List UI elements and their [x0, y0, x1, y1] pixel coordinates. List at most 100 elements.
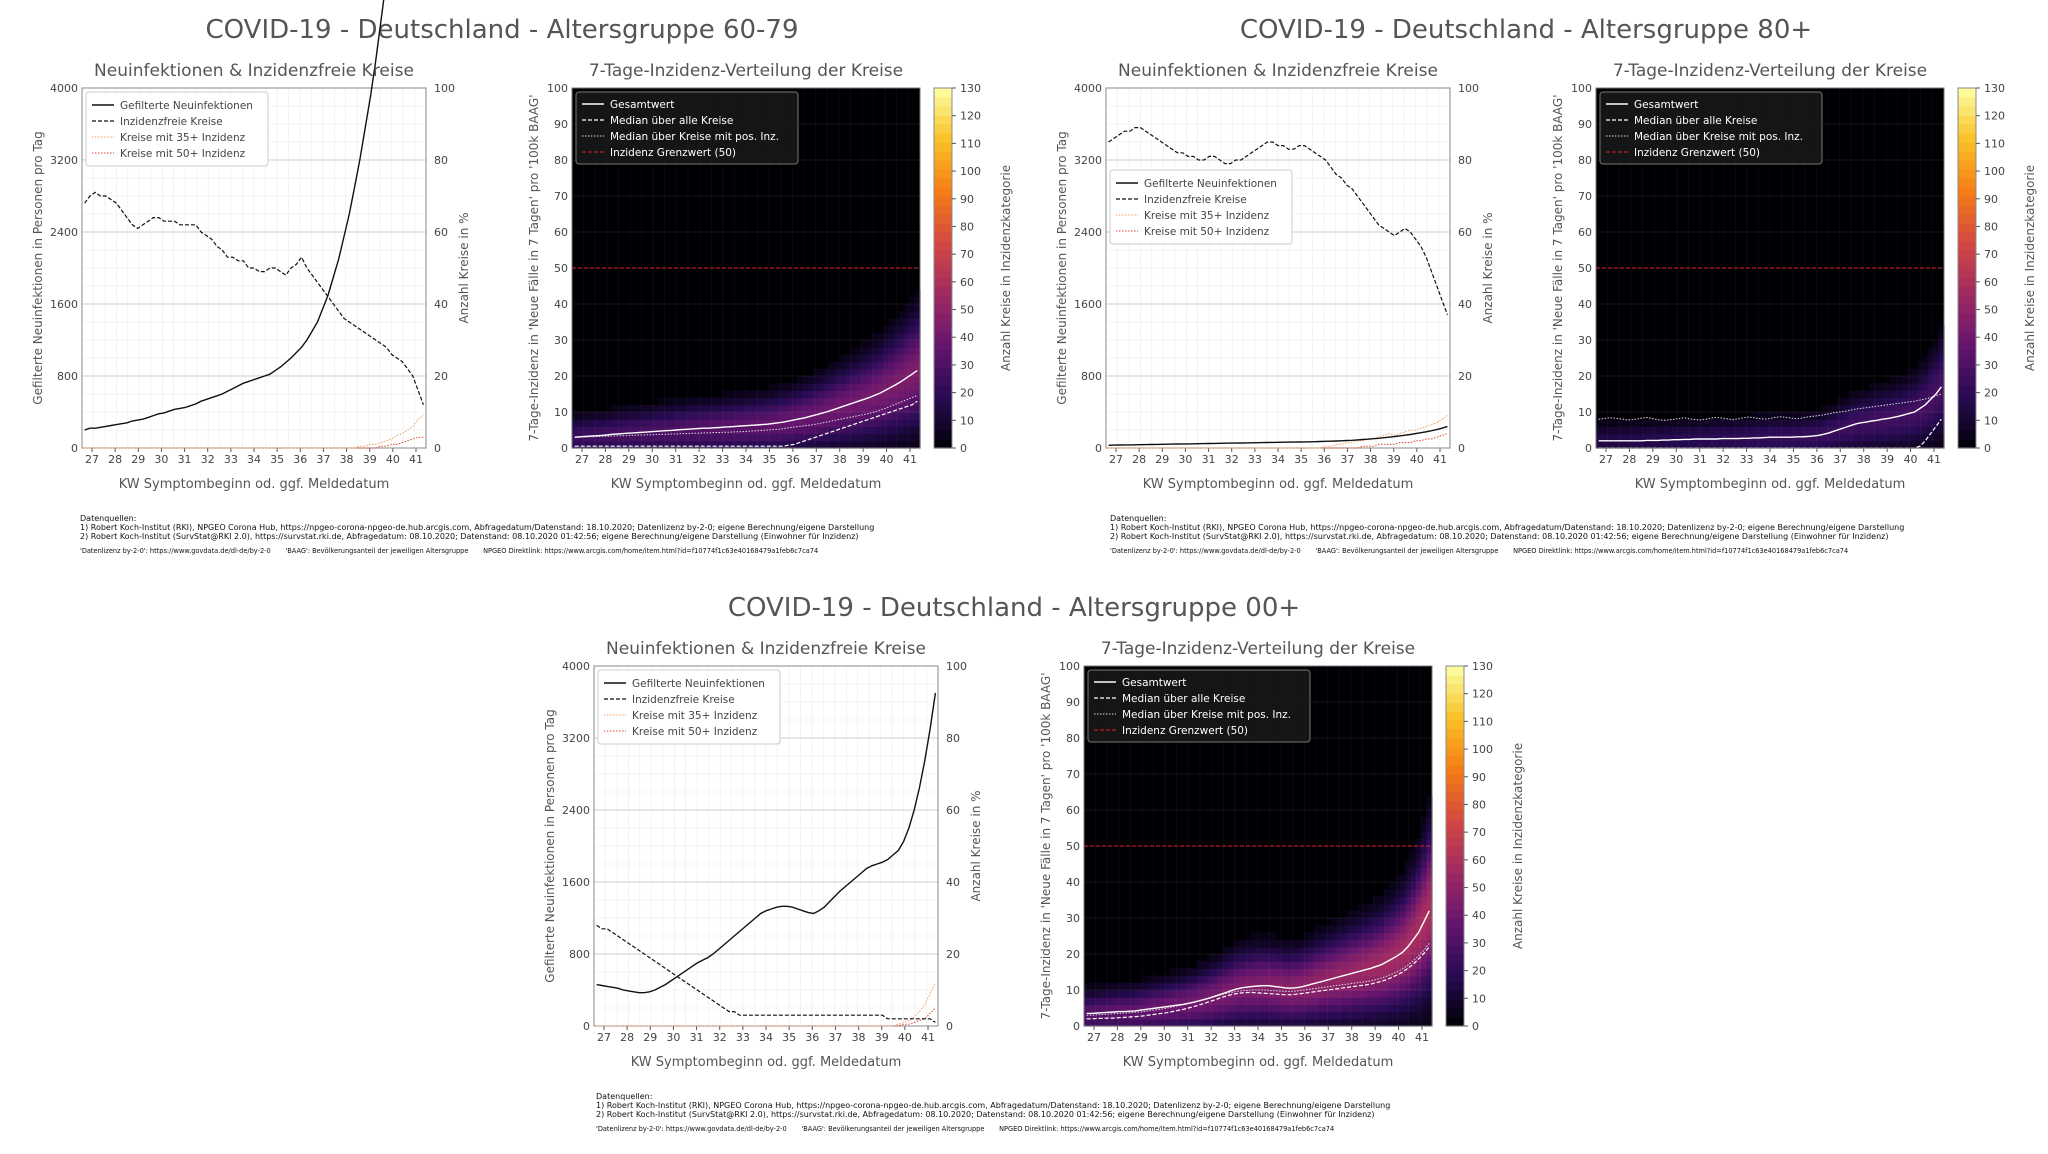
heatmap-cell [1644, 440, 1651, 449]
heatmap-cell [1938, 347, 1945, 355]
heatmap-cell [609, 426, 616, 435]
heatmap-cell [1767, 426, 1774, 435]
heatmap-cell [1100, 997, 1107, 1005]
heatmap-cell [909, 440, 916, 449]
heatmap-cell [1895, 433, 1902, 442]
heatmap-cell [1831, 412, 1838, 420]
heatmap-cell [1858, 390, 1865, 399]
y-tick-label: 3200 [562, 732, 590, 745]
heatmap-cell [1159, 1018, 1165, 1027]
heatmap-cell [1826, 433, 1833, 442]
heatmap-cell [732, 412, 739, 420]
heatmap-cell [1346, 990, 1353, 998]
y-tick-label: 90 [554, 118, 568, 131]
x-tick-label: 31 [178, 453, 192, 466]
heatmap-cell [823, 397, 830, 406]
heatmap-cell [1330, 932, 1337, 941]
heatmap-cell [1335, 925, 1342, 933]
heatmap-cell [572, 412, 578, 420]
heatmap-cell [1239, 982, 1246, 991]
heatmap-cell [1378, 925, 1385, 933]
y2-tick-label: 100 [1458, 82, 1479, 95]
heatmap-cell [1745, 426, 1752, 435]
heatmap-cell [1266, 939, 1272, 948]
heatmap-cell [1799, 440, 1806, 449]
heatmap-cell [609, 419, 616, 427]
heatmap-cell [732, 426, 739, 435]
heatmap-cell [1906, 419, 1913, 427]
heatmap-cell [1649, 426, 1656, 435]
heatmap-cell [1271, 997, 1278, 1005]
heatmap-cell [657, 397, 664, 406]
heatmap-cell [695, 426, 702, 435]
heatmap-cell [1901, 404, 1908, 413]
heatmap-cell [732, 397, 739, 406]
heatmap-cell [652, 426, 659, 435]
heatmap-cell [1863, 390, 1870, 399]
heatmap-cell [1084, 1018, 1090, 1027]
heatmap-cell [1405, 946, 1412, 955]
heatmap-cell [1415, 874, 1422, 883]
heatmap-cell [1421, 846, 1428, 854]
heatmap-cell [1341, 925, 1347, 933]
heatmap-cell [1421, 954, 1428, 962]
x-tick-label: 31 [690, 1031, 704, 1044]
heatmap-cell [1362, 1004, 1369, 1013]
heatmap-cell [898, 332, 905, 341]
heatmap-cell [1660, 419, 1667, 427]
colorbar-step [934, 358, 952, 368]
heatmap-cell [1654, 419, 1661, 427]
heatmap-cell [598, 433, 605, 442]
series-cases [596, 692, 937, 994]
colorbar-step [1958, 187, 1976, 197]
heatmap-cell [1772, 440, 1779, 449]
heatmap-cell [807, 404, 814, 413]
heatmap-cell [1164, 990, 1171, 998]
heatmap-cell [791, 404, 798, 413]
heatmap-cell [1373, 1011, 1380, 1020]
heatmap-cell [1223, 954, 1230, 962]
heatmap-cell [1303, 997, 1310, 1005]
heatmap-cell [1351, 961, 1358, 969]
heatmap-cell [1266, 961, 1272, 969]
heatmap-cell [1351, 990, 1358, 998]
y-tick-label: 80 [554, 154, 568, 167]
heatmap-cell [1373, 997, 1380, 1005]
heatmap-cell [1853, 397, 1859, 406]
heatmap-cell [1175, 1011, 1181, 1020]
heatmap-cell [1703, 426, 1710, 435]
heatmap-cell [1410, 954, 1417, 962]
heatmap-cell [1399, 997, 1406, 1005]
heatmap-cell [1357, 946, 1363, 955]
heatmap-cell [1351, 1011, 1358, 1020]
heatmap-cell [1389, 918, 1396, 926]
heatmap-cell [1228, 990, 1235, 998]
colorbar-step [934, 340, 952, 350]
heatmap-cell [1373, 903, 1380, 912]
heatmap-cell [1303, 1011, 1310, 1020]
heatmap-cell [1271, 939, 1278, 948]
heatmap-cell [1169, 990, 1176, 998]
heatmap-cell [1405, 975, 1412, 984]
heatmap-cell [1389, 1018, 1396, 1027]
heatmap-cell [1169, 968, 1176, 977]
heatmap-cell [1410, 889, 1417, 897]
x-tick-label: 38 [1857, 453, 1871, 466]
heatmap-cell [1132, 1004, 1139, 1013]
heatmap-cell [893, 376, 900, 384]
heatmap-cell [1399, 982, 1406, 991]
heatmap-cell [1885, 412, 1892, 420]
heatmap-cell [1303, 946, 1310, 955]
heatmap-cell [1159, 997, 1165, 1005]
heatmap-cell [1330, 939, 1337, 948]
heatmap-cell [1405, 882, 1412, 890]
x-tick-label: 30 [1669, 453, 1683, 466]
heatmap-cell [1094, 990, 1101, 998]
heatmap-cell [802, 419, 809, 427]
heatmap-cell [1260, 939, 1267, 948]
heatmap-cell [1367, 961, 1374, 969]
heatmap-cell [684, 404, 691, 413]
heatmap-cell [1842, 419, 1849, 427]
heatmap-cell [807, 433, 814, 442]
heatmap-cell [630, 440, 637, 449]
